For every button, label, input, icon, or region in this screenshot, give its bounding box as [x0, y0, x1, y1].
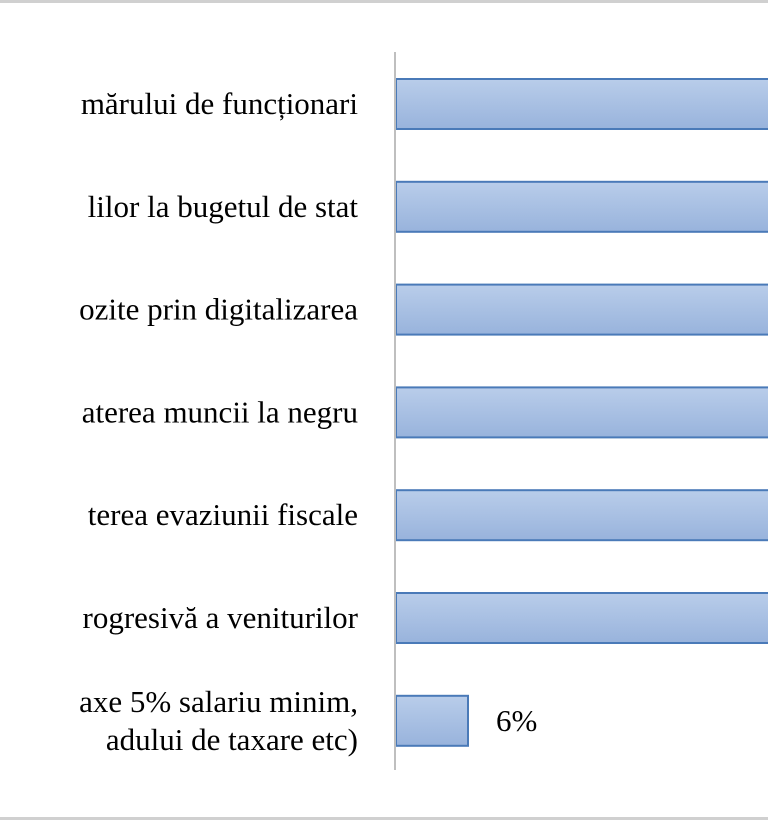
bar-6 — [395, 592, 768, 644]
bar-2 — [395, 180, 768, 233]
category-label-3: ozite prin digitalizarea — [79, 292, 358, 327]
category-label-5: terea evaziunii fiscale — [88, 497, 358, 532]
category-label-7-line-1: axe 5% salariu minim, — [79, 684, 358, 719]
bar-4 — [395, 386, 768, 439]
category-label-2: lilor la bugetul de stat — [88, 189, 359, 224]
category-label-4: aterea muncii la negru — [82, 394, 358, 429]
bars-layer — [395, 78, 768, 747]
category-label-7-line-2: adului de taxare etc) — [106, 722, 358, 757]
bar-7 — [395, 694, 469, 747]
labels-layer: mărului de funcționari lilor la bugetul d… — [79, 86, 537, 757]
value-label-7: 6% — [496, 703, 537, 738]
chart-frame-top — [0, 0, 768, 3]
bar-1 — [395, 78, 768, 130]
chart-frame-bottom — [0, 817, 768, 820]
bar-3 — [395, 283, 768, 336]
bar-5 — [395, 489, 768, 542]
category-label-6: rogresivă a veniturilor — [83, 600, 359, 635]
category-label-1: mărului de funcționari — [81, 86, 359, 121]
